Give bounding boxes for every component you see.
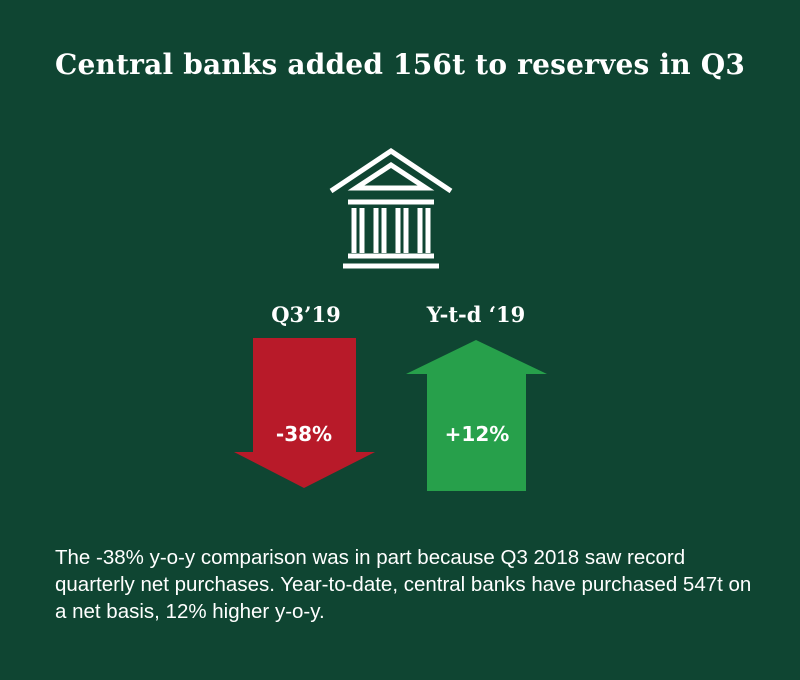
page-title: Central banks added 156t to reserves in … xyxy=(54,48,746,81)
q3-percent-change: -38% xyxy=(275,422,333,446)
down-arrow-icon xyxy=(234,338,375,488)
ytd-percent-change: +12% xyxy=(444,422,510,446)
description-text: The -38% y-o-y comparison was in part be… xyxy=(55,546,752,623)
bank-building-icon xyxy=(329,147,453,269)
ytd-label: Y-t-d ‘19 xyxy=(426,302,526,327)
up-arrow-icon xyxy=(406,340,547,491)
q3-label: Q3’19 xyxy=(271,302,341,327)
